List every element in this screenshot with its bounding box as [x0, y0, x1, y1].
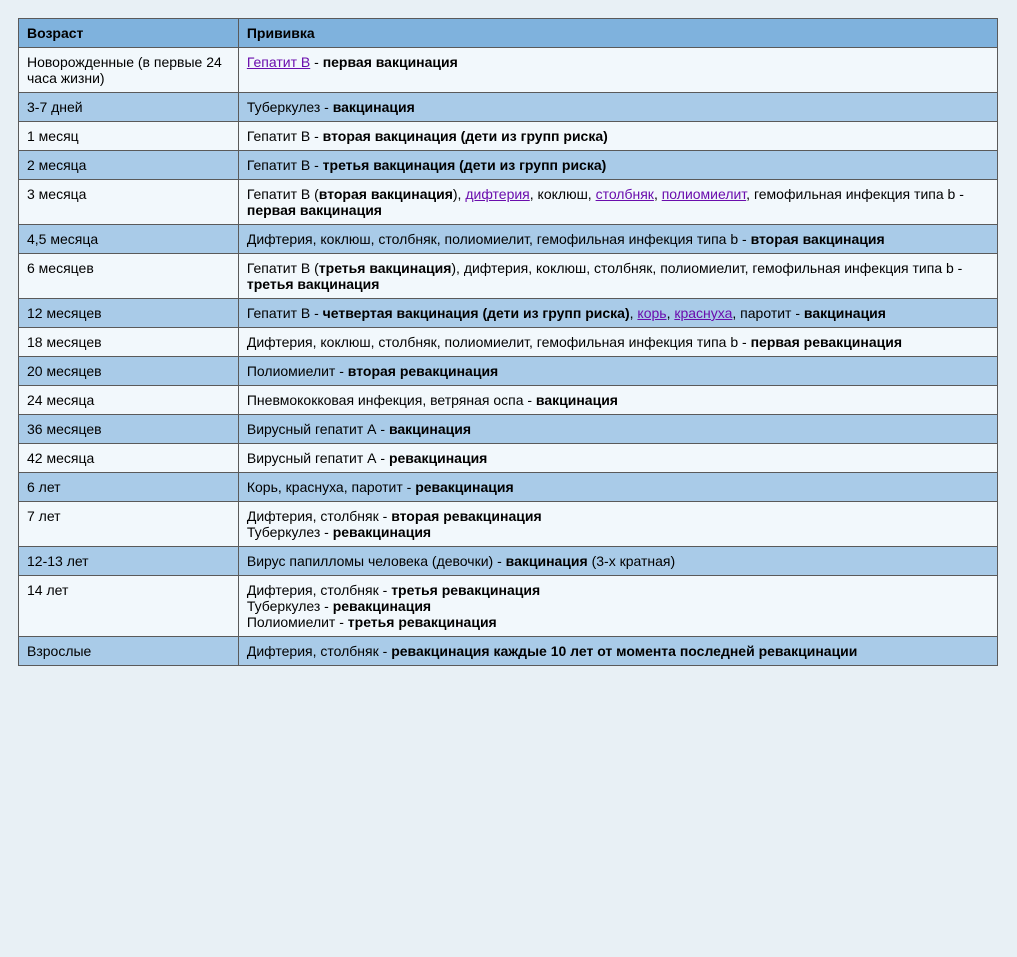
disease-link[interactable]: столбняк	[596, 186, 654, 202]
age-cell: 6 месяцев	[19, 254, 239, 299]
disease-link[interactable]: Гепатит B	[247, 54, 310, 70]
vaccine-cell: Гепатит B - первая вакцинация	[238, 48, 997, 93]
age-cell: 42 месяца	[19, 444, 239, 473]
disease-link[interactable]: корь	[637, 305, 666, 321]
age-cell: 24 месяца	[19, 386, 239, 415]
age-cell: 7 лет	[19, 502, 239, 547]
age-cell: 3-7 дней	[19, 93, 239, 122]
disease-link[interactable]: полиомиелит	[662, 186, 746, 202]
bold-text: третья вакцинация (дети из групп риска)	[323, 157, 607, 173]
bold-text: третья вакцинация	[247, 276, 380, 292]
bold-text: ревакцинация	[415, 479, 513, 495]
bold-text: вакцинация	[389, 421, 471, 437]
age-cell: Взрослые	[19, 637, 239, 666]
vaccine-cell: Дифтерия, коклюш, столбняк, полиомиелит,…	[238, 225, 997, 254]
age-cell: Новорожденные (в первые 24 часа жизни)	[19, 48, 239, 93]
bold-text: третья ревакцинация	[391, 582, 540, 598]
vaccine-cell: Вирусный гепатит А - вакцинация	[238, 415, 997, 444]
bold-text: вторая ревакцинация	[348, 363, 498, 379]
bold-text: вакцинация	[804, 305, 886, 321]
vaccination-schedule-table: Возраст Прививка Новорожденные (в первые…	[18, 18, 998, 666]
bold-text: ревакцинация	[333, 524, 431, 540]
table-row: 7 летДифтерия, столбняк - вторая ревакци…	[19, 502, 998, 547]
age-cell: 2 месяца	[19, 151, 239, 180]
vaccine-cell: Дифтерия, столбняк - вторая ревакцинация…	[238, 502, 997, 547]
table-row: 20 месяцевПолиомиелит - вторая ревакцина…	[19, 357, 998, 386]
disease-link[interactable]: дифтерия	[465, 186, 529, 202]
vaccine-cell: Вирусный гепатит А - ревакцинация	[238, 444, 997, 473]
vaccine-cell: Полиомиелит - вторая ревакцинация	[238, 357, 997, 386]
age-cell: 36 месяцев	[19, 415, 239, 444]
table-row: 14 летДифтерия, столбняк - третья ревакц…	[19, 576, 998, 637]
table-row: 1 месяцГепатит B - вторая вакцинация (де…	[19, 122, 998, 151]
bold-text: первая ревакцинация	[751, 334, 902, 350]
bold-text: вакцинация	[506, 553, 588, 569]
bold-text: четвертая вакцинация (дети из групп риск…	[323, 305, 630, 321]
table-row: ВзрослыеДифтерия, столбняк - ревакцинаци…	[19, 637, 998, 666]
col-header-age: Возраст	[19, 19, 239, 48]
bold-text: ревакцинация	[389, 450, 487, 466]
bold-text: вакцинация	[536, 392, 618, 408]
vaccine-cell: Дифтерия, коклюш, столбняк, полиомиелит,…	[238, 328, 997, 357]
bold-text: первая вакцинация	[247, 202, 382, 218]
vaccine-cell: Гепатит B (вторая вакцинация), дифтерия,…	[238, 180, 997, 225]
bold-text: вторая вакцинация (дети из групп риска)	[323, 128, 608, 144]
bold-text: третья вакцинация	[319, 260, 452, 276]
age-cell: 20 месяцев	[19, 357, 239, 386]
bold-text: ревакцинация каждые 10 лет от момента по…	[391, 643, 857, 659]
table-header-row: Возраст Прививка	[19, 19, 998, 48]
bold-text: третья ревакцинация	[348, 614, 497, 630]
table-row: 6 летКорь, краснуха, паротит - ревакцина…	[19, 473, 998, 502]
age-cell: 6 лет	[19, 473, 239, 502]
table-row: 3 месяцаГепатит B (вторая вакцинация), д…	[19, 180, 998, 225]
bold-text: вторая ревакцинация	[391, 508, 541, 524]
table-row: 12-13 летВирус папилломы человека (девоч…	[19, 547, 998, 576]
disease-link[interactable]: краснуха	[674, 305, 732, 321]
age-cell: 12 месяцев	[19, 299, 239, 328]
vaccine-cell: Вирус папилломы человека (девочки) - вак…	[238, 547, 997, 576]
vaccine-cell: Гепатит B - вторая вакцинация (дети из г…	[238, 122, 997, 151]
bold-text: вторая вакцинация	[319, 186, 453, 202]
vaccine-cell: Дифтерия, столбняк - ревакцинация каждые…	[238, 637, 997, 666]
table-row: 12 месяцевГепатит B - четвертая вакцинац…	[19, 299, 998, 328]
bold-text: вторая вакцинация	[751, 231, 885, 247]
table-row: 6 месяцевГепатит B (третья вакцинация), …	[19, 254, 998, 299]
table-row: 2 месяцаГепатит B - третья вакцинация (д…	[19, 151, 998, 180]
table-row: 24 месяцаПневмококковая инфекция, ветрян…	[19, 386, 998, 415]
age-cell: 18 месяцев	[19, 328, 239, 357]
vaccine-cell: Дифтерия, столбняк - третья ревакцинация…	[238, 576, 997, 637]
vaccine-cell: Пневмококковая инфекция, ветряная оспа -…	[238, 386, 997, 415]
vaccine-cell: Гепатит B (третья вакцинация), дифтерия,…	[238, 254, 997, 299]
col-header-vaccine: Прививка	[238, 19, 997, 48]
table-row: 36 месяцевВирусный гепатит А - вакцинаци…	[19, 415, 998, 444]
bold-text: вакцинация	[333, 99, 415, 115]
table-row: Новорожденные (в первые 24 часа жизни)Ге…	[19, 48, 998, 93]
age-cell: 1 месяц	[19, 122, 239, 151]
table-row: 4,5 месяцаДифтерия, коклюш, столбняк, по…	[19, 225, 998, 254]
vaccine-cell: Корь, краснуха, паротит - ревакцинация	[238, 473, 997, 502]
age-cell: 4,5 месяца	[19, 225, 239, 254]
vaccine-cell: Туберкулез - вакцинация	[238, 93, 997, 122]
vaccine-cell: Гепатит B - четвертая вакцинация (дети и…	[238, 299, 997, 328]
bold-text: ревакцинация	[333, 598, 431, 614]
age-cell: 12-13 лет	[19, 547, 239, 576]
vaccine-cell: Гепатит B - третья вакцинация (дети из г…	[238, 151, 997, 180]
table-row: 42 месяцаВирусный гепатит А - ревакцинац…	[19, 444, 998, 473]
bold-text: первая вакцинация	[323, 54, 458, 70]
table-row: 18 месяцевДифтерия, коклюш, столбняк, по…	[19, 328, 998, 357]
age-cell: 14 лет	[19, 576, 239, 637]
age-cell: 3 месяца	[19, 180, 239, 225]
table-row: 3-7 днейТуберкулез - вакцинация	[19, 93, 998, 122]
